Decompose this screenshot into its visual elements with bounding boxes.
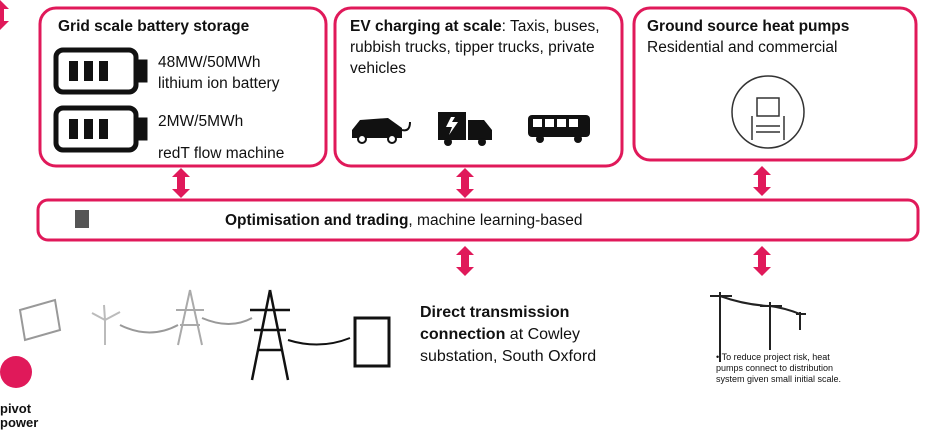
text: Optimisation and trading (225, 212, 408, 229)
text: 2MW/5MWh (158, 106, 284, 138)
optimisation-icon (75, 210, 89, 228)
bar-text: Optimisation and trading, machine learni… (225, 210, 582, 231)
text: 48MW/50MWh (158, 52, 279, 73)
text: EV charging at scale (350, 18, 502, 35)
text: pivot (0, 402, 38, 416)
diagram: Grid scale battery storage 48MW/50MWhlit… (0, 0, 926, 437)
text: lithium ion battery (158, 73, 279, 94)
text: Grid scale battery storage (58, 18, 249, 35)
note: • To reduce project risk, heat pumps con… (716, 352, 846, 385)
box-text: EV charging at scale: Taxis, buses, rubb… (350, 16, 615, 79)
text: To reduce project risk, heat pumps conne… (716, 352, 841, 384)
text: power (0, 416, 38, 430)
heat-pump-icon (732, 76, 804, 148)
text: , machine learning-based (408, 212, 582, 229)
infrastructure-icons (20, 290, 806, 380)
box-text: Ground source heat pumps Residential and … (647, 16, 912, 58)
logo-mark (0, 356, 32, 388)
text: Residential and commercial (647, 37, 912, 58)
box-title: Grid scale battery storage (58, 16, 249, 37)
text: redT flow machine (158, 138, 284, 170)
text: Ground source heat pumps (647, 18, 849, 35)
connection-text: Direct transmission connection at Cowley… (420, 302, 620, 368)
